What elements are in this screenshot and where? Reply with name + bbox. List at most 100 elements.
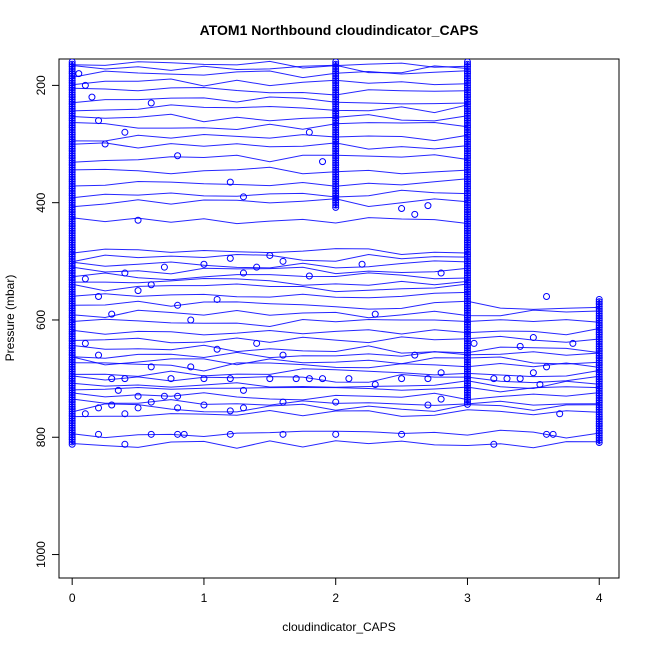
data-point (332, 199, 340, 207)
data-point (332, 124, 340, 132)
data-point (147, 281, 155, 289)
data-point (463, 138, 471, 146)
data-point (332, 203, 340, 211)
data-point (68, 389, 76, 397)
data-point (398, 430, 406, 438)
data-point (68, 391, 76, 399)
data-point (463, 81, 471, 89)
data-point (463, 321, 471, 329)
data-point (68, 201, 76, 209)
data-point (68, 112, 76, 120)
data-point (68, 154, 76, 162)
data-point (81, 81, 89, 89)
data-point (108, 401, 116, 409)
data-point (147, 99, 155, 107)
data-point (332, 67, 340, 75)
data-point (595, 335, 603, 343)
data-point (68, 253, 76, 261)
data-point (332, 88, 340, 96)
data-point (68, 70, 76, 78)
data-point (332, 100, 340, 108)
data-point (463, 398, 471, 406)
data-point (463, 154, 471, 162)
data-point (68, 335, 76, 343)
data-point (463, 142, 471, 150)
data-point (68, 429, 76, 437)
data-point (463, 332, 471, 340)
data-point (68, 349, 76, 357)
data-point (463, 325, 471, 333)
data-point (68, 295, 76, 303)
data-point (332, 86, 340, 94)
data-point (463, 396, 471, 404)
data-point (134, 287, 142, 295)
data-point (68, 149, 76, 157)
data-point (68, 210, 76, 218)
data-point (463, 391, 471, 399)
data-point (463, 283, 471, 291)
profile-line (72, 78, 468, 87)
data-point (279, 398, 287, 406)
data-point (68, 147, 76, 155)
data-point (463, 311, 471, 319)
profile-line (72, 260, 468, 269)
data-point (595, 349, 603, 357)
data-point (226, 430, 234, 438)
data-point (68, 171, 76, 179)
data-point (463, 400, 471, 408)
data-point (595, 408, 603, 416)
data-point (463, 187, 471, 195)
data-point (543, 430, 551, 438)
data-point (424, 401, 432, 409)
data-point (595, 375, 603, 383)
data-point (68, 203, 76, 211)
data-point (463, 192, 471, 200)
data-point (595, 422, 603, 430)
data-point (424, 375, 432, 383)
data-point (160, 263, 168, 271)
data-point (68, 440, 76, 448)
data-point (68, 60, 76, 68)
data-point (332, 156, 340, 164)
data-point (68, 412, 76, 420)
profile-line (72, 253, 468, 263)
data-point (68, 407, 76, 415)
data-point (595, 361, 603, 369)
data-point (463, 372, 471, 380)
data-point (595, 378, 603, 386)
data-point (332, 95, 340, 103)
data-point (595, 371, 603, 379)
data-point (68, 344, 76, 352)
data-point (463, 278, 471, 286)
profile-line (72, 440, 600, 449)
profile-line (72, 403, 600, 413)
data-point (68, 304, 76, 312)
data-point (160, 392, 168, 400)
data-point (398, 375, 406, 383)
data-point (463, 269, 471, 277)
data-point (463, 307, 471, 315)
data-point (68, 236, 76, 244)
data-point (95, 430, 103, 438)
data-point (595, 431, 603, 439)
data-point (279, 257, 287, 265)
data-point (332, 163, 340, 171)
data-point (68, 436, 76, 444)
data-point (463, 255, 471, 263)
data-point (68, 262, 76, 270)
data-point (332, 178, 340, 186)
data-point (332, 131, 340, 139)
data-point (332, 112, 340, 120)
data-point (463, 316, 471, 324)
data-point (463, 328, 471, 336)
data-point (332, 185, 340, 193)
data-point (134, 216, 142, 224)
data-point (463, 210, 471, 218)
data-point (463, 248, 471, 256)
data-point (463, 260, 471, 268)
data-point (529, 369, 537, 377)
data-point (463, 124, 471, 132)
data-point (463, 295, 471, 303)
data-point (463, 145, 471, 153)
